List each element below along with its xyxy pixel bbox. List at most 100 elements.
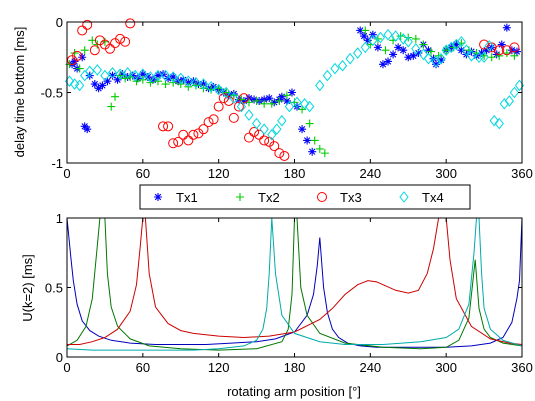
point-tx2 [427, 47, 435, 56]
point-tx2 [121, 74, 130, 83]
top-x-tick-label: 360 [511, 166, 533, 181]
point-tx4 [74, 79, 85, 92]
point-tx4 [236, 100, 247, 113]
point-tx1 [265, 94, 274, 103]
point-tx1 [360, 32, 369, 41]
point-tx1 [373, 43, 382, 52]
bottom-x-tick-label: 60 [136, 360, 150, 375]
series-tx4 [64, 28, 525, 141]
point-tx2 [510, 51, 519, 60]
point-tx4 [345, 52, 355, 65]
point-tx4 [375, 31, 386, 44]
point-tx3 [269, 141, 280, 152]
point-tx2 [434, 51, 443, 60]
point-tx3 [494, 45, 505, 56]
point-tx1 [154, 71, 162, 80]
point-tx3 [183, 135, 194, 146]
point-tx1 [94, 84, 103, 93]
point-tx3 [89, 45, 100, 56]
point-tx1 [277, 92, 286, 101]
point-tx4 [229, 92, 239, 104]
legend-marker-tx2 [236, 193, 244, 201]
point-tx1 [184, 78, 193, 87]
point-tx2 [111, 92, 120, 101]
point-tx4 [337, 59, 348, 72]
point-tx3 [228, 112, 239, 123]
point-tx4 [489, 114, 499, 127]
point-tx4 [353, 47, 363, 59]
point-tx1 [250, 95, 259, 104]
bottom-y-tick-label: 0.5 [45, 281, 63, 296]
point-tx1 [457, 46, 466, 55]
point-tx4 [244, 109, 254, 121]
top-y-tick-label: 0 [56, 15, 63, 30]
point-tx3 [223, 95, 234, 106]
point-tx3 [104, 43, 115, 54]
point-tx3 [213, 101, 224, 112]
point-tx1 [133, 74, 142, 83]
point-tx1 [138, 70, 147, 79]
point-tx4 [398, 33, 408, 45]
point-tx3 [249, 126, 260, 137]
point-tx3 [279, 150, 290, 161]
point-tx4 [423, 52, 434, 65]
point-tx2 [100, 37, 109, 46]
point-tx4 [115, 68, 125, 80]
point-tx1 [394, 43, 403, 52]
bottom-x-tick-label: 240 [359, 360, 381, 375]
point-tx2 [381, 46, 390, 55]
point-tx4 [160, 69, 171, 82]
legend-box [139, 184, 471, 210]
point-tx1 [70, 57, 79, 66]
top-x-tick-label: 240 [359, 166, 381, 181]
point-tx1 [303, 136, 312, 145]
bottom-plot-frame [66, 217, 523, 358]
point-tx1 [209, 82, 218, 91]
top-chart: 0 60 120 180 240 300 360 -1 -0.5 0 delay time bot… [12, 15, 533, 181]
point-tx4 [403, 35, 413, 48]
point-tx2 [267, 99, 276, 108]
point-tx1 [497, 40, 506, 49]
bottom-y-tick-label: 0 [56, 350, 63, 365]
point-tx3 [125, 18, 136, 29]
point-tx1 [356, 26, 365, 35]
point-tx1 [83, 125, 92, 134]
point-tx1 [363, 36, 372, 45]
point-tx1 [148, 75, 157, 84]
point-tx4 [484, 40, 494, 52]
point-tx3 [120, 36, 131, 47]
point-tx4 [145, 71, 156, 83]
point-tx2 [80, 46, 89, 55]
point-tx2 [275, 96, 284, 105]
point-tx2 [449, 43, 458, 52]
point-tx3 [486, 42, 497, 53]
point-tx3 [188, 129, 199, 140]
legend-marker-tx4 [399, 191, 409, 203]
point-tx2 [305, 119, 314, 128]
point-tx4 [499, 97, 509, 110]
point-tx1 [399, 46, 408, 55]
point-tx4 [330, 62, 340, 75]
point-tx2 [222, 88, 231, 97]
point-tx1 [502, 23, 511, 32]
point-tx2 [315, 144, 324, 153]
line-series-1 [67, 218, 522, 348]
point-tx3 [82, 19, 93, 30]
point-tx2 [75, 64, 84, 73]
point-tx1 [270, 98, 279, 107]
legend-label-tx2: Tx2 [258, 190, 280, 205]
point-tx4 [441, 44, 451, 57]
point-tx3 [238, 93, 249, 104]
point-tx4 [221, 86, 231, 99]
point-tx1 [414, 49, 423, 58]
point-tx4 [299, 97, 310, 110]
point-tx4 [107, 66, 118, 79]
line-series-4 [67, 218, 522, 351]
point-tx4 [383, 28, 393, 41]
point-tx1 [199, 80, 208, 89]
point-tx4 [322, 69, 333, 82]
point-tx4 [431, 55, 441, 68]
point-tx1 [378, 60, 387, 69]
point-tx2 [320, 149, 329, 158]
